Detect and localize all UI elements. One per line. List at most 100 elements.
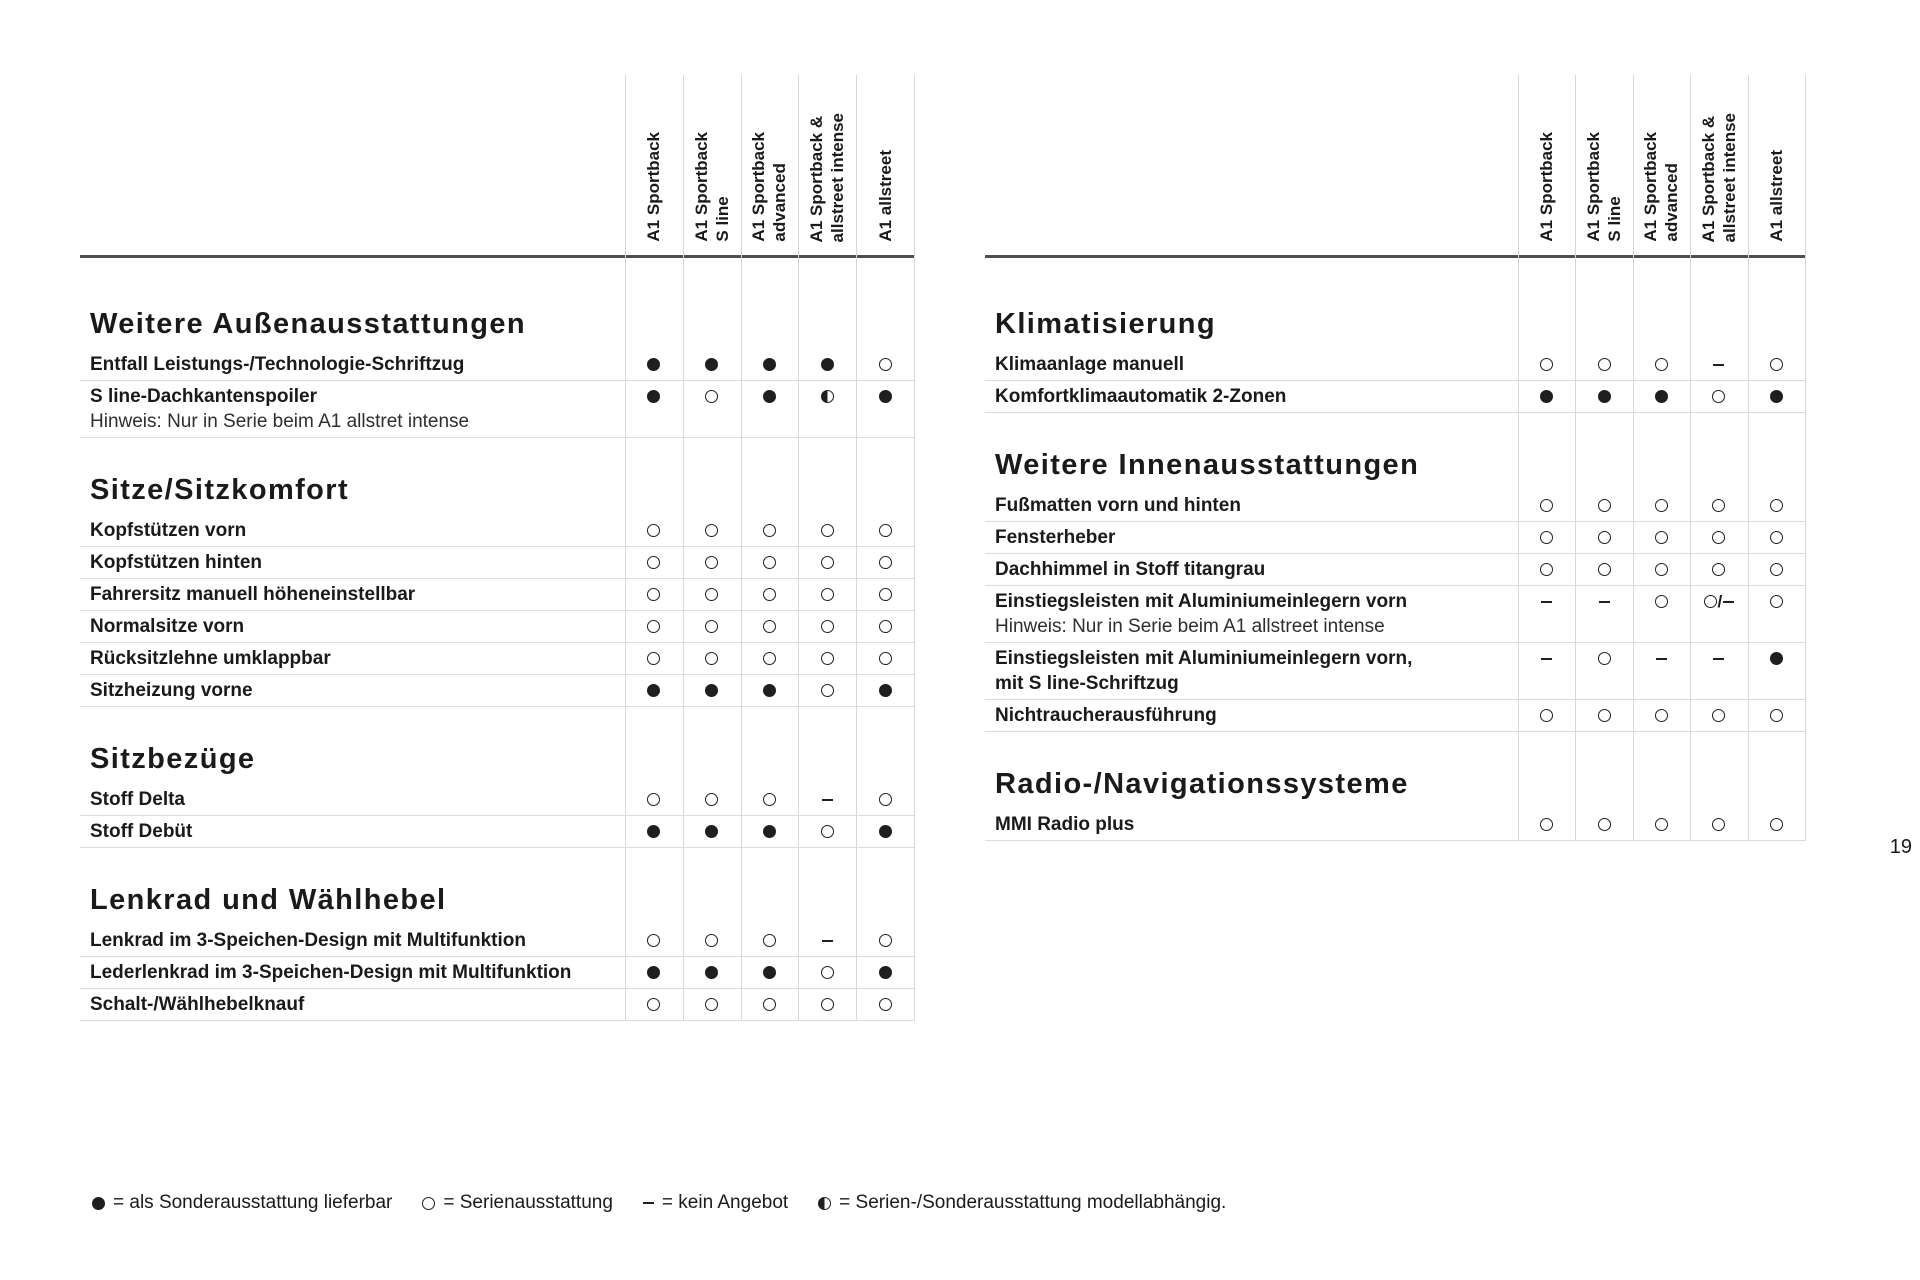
symbol-open-circle (422, 1196, 436, 1210)
model-column-label: A1 Sportback S line (691, 132, 732, 242)
row-label: Entfall Leistungs-/Technologie-Schriftzu… (90, 354, 465, 375)
availability-cell (1575, 525, 1632, 550)
equipment-table-exterior-seats: A1 Sportback A1 Sportback S line A1 Sportb… (80, 75, 915, 1021)
availability-cell (683, 928, 741, 953)
availability-cell (1575, 493, 1632, 518)
symbol-open-circle (820, 998, 834, 1011)
availability-cell (625, 928, 683, 953)
symbol-filled-circle (647, 966, 661, 979)
section-heading: Sitze/Sitzkomfort (90, 474, 350, 506)
symbol-open-circle (705, 793, 719, 806)
symbol-filled-circle (705, 966, 719, 979)
symbol-filled-circle (878, 684, 892, 697)
row-note: Hinweis: Nur in Serie beim A1 allstreet … (995, 616, 1385, 637)
symbol-dash (1713, 363, 1725, 366)
symbol-filled-circle (647, 825, 661, 838)
availability-cell (1748, 812, 1805, 837)
availability-cell (625, 819, 683, 844)
availability-cell (1518, 589, 1575, 614)
availability-cell (856, 352, 914, 377)
availability-cell (683, 384, 741, 409)
symbol-filled-circle (647, 390, 661, 403)
availability-cell (798, 960, 856, 985)
availability-cell (625, 550, 683, 575)
section-heading: Weitere Innenausstattungen (995, 449, 1420, 481)
legend-label: = Serien-/Sonderausstattung modellabhäng… (839, 1192, 1227, 1213)
model-column-label: A1 allstreet (1766, 150, 1786, 242)
availability-cell (1748, 384, 1805, 409)
legend: = als Sonderausstattung lieferbar = Serie… (92, 1192, 1226, 1214)
symbol-open-circle (763, 934, 776, 947)
symbol-open-circle (820, 684, 834, 697)
model-column-label: A1 Sportback advanced (749, 132, 790, 242)
availability-cell (1633, 589, 1690, 614)
availability-cell (1690, 525, 1747, 550)
table-row: Fußmatten vorn und hinten (985, 490, 1805, 522)
availability-cell (1575, 589, 1632, 614)
symbol-filled-circle (1769, 390, 1783, 403)
availability-cell (741, 518, 799, 543)
row-label: Lederlenkrad im 3-Speichen-Design mit Mu… (90, 962, 572, 983)
availability-cell (683, 550, 741, 575)
availability-cell (798, 582, 856, 607)
model-column-header: A1 Sportback (1518, 75, 1575, 255)
symbol-open-circle (878, 934, 892, 947)
symbol-open-circle (878, 358, 892, 371)
row-label: Kopfstützen vorn (90, 520, 247, 541)
availability-cell (741, 384, 799, 409)
table-row: Kopfstützen vorn (80, 515, 914, 547)
availability-cell (625, 614, 683, 639)
symbol-filled-circle (878, 966, 892, 979)
table-row: Schalt-/Wählhebelknauf (80, 989, 914, 1021)
availability-cell (1518, 557, 1575, 582)
symbol-open-circle (1655, 563, 1669, 576)
availability-cell: / (1690, 589, 1747, 614)
symbol-open-circle (1540, 358, 1554, 371)
symbol-dash (1723, 600, 1735, 603)
symbol-open-circle (763, 620, 776, 633)
availability-cell (1690, 812, 1747, 837)
column-divider (682, 75, 684, 1021)
symbol-open-circle (1540, 499, 1554, 512)
symbol-open-circle (1655, 358, 1669, 371)
availability-cell (683, 678, 741, 703)
row-label: Normalsitze vorn (90, 616, 245, 637)
model-column-label: A1 Sportback advanced (1641, 132, 1682, 242)
availability-cell (1633, 557, 1690, 582)
row-label: Lenkrad im 3-Speichen-Design mit Multifu… (90, 930, 526, 951)
availability-cell (741, 550, 799, 575)
availability-cell (1748, 703, 1805, 728)
model-column-header: A1 Sportback advanced (1633, 75, 1690, 255)
availability-cell (683, 960, 741, 985)
availability-cell (798, 550, 856, 575)
column-divider (798, 75, 800, 1021)
table-body: Klimatisierung Klimaanlage manuell Komfort… (985, 258, 1805, 841)
symbol-open-slash-dash: / (1703, 593, 1735, 610)
symbol-filled-circle (878, 390, 892, 403)
symbol-open-circle (647, 652, 661, 665)
page-number: 19 (1889, 836, 1912, 858)
header-spacer (985, 75, 1518, 255)
row-note: Hinweis: Nur in Serie beim A1 allstret i… (90, 411, 470, 432)
symbol-open-circle (1769, 709, 1783, 722)
availability-cell (1748, 352, 1805, 377)
model-column-header: A1 Sportback S line (683, 75, 741, 255)
symbol-open-circle (647, 524, 661, 537)
symbol-open-circle (1712, 531, 1726, 544)
table-row: Rücksitzlehne umklappbar (80, 643, 914, 675)
availability-cell (1518, 352, 1575, 377)
row-label: Kopfstützen hinten (90, 552, 263, 573)
row-label: Komfortklimaautomatik 2-Zonen (995, 386, 1287, 407)
row-label: Sitzheizung vorne (90, 680, 253, 701)
availability-cell (1518, 525, 1575, 550)
availability-cell (1633, 525, 1690, 550)
symbol-open-circle (705, 556, 719, 569)
availability-cell (798, 646, 856, 671)
symbol-filled-circle (1597, 390, 1611, 403)
availability-cell (798, 384, 856, 409)
row-label: Stoff Debüt (90, 821, 193, 842)
symbol-open-circle (820, 825, 834, 838)
availability-cell (798, 819, 856, 844)
symbol-open-circle (1540, 709, 1554, 722)
symbol-open-circle (647, 934, 661, 947)
